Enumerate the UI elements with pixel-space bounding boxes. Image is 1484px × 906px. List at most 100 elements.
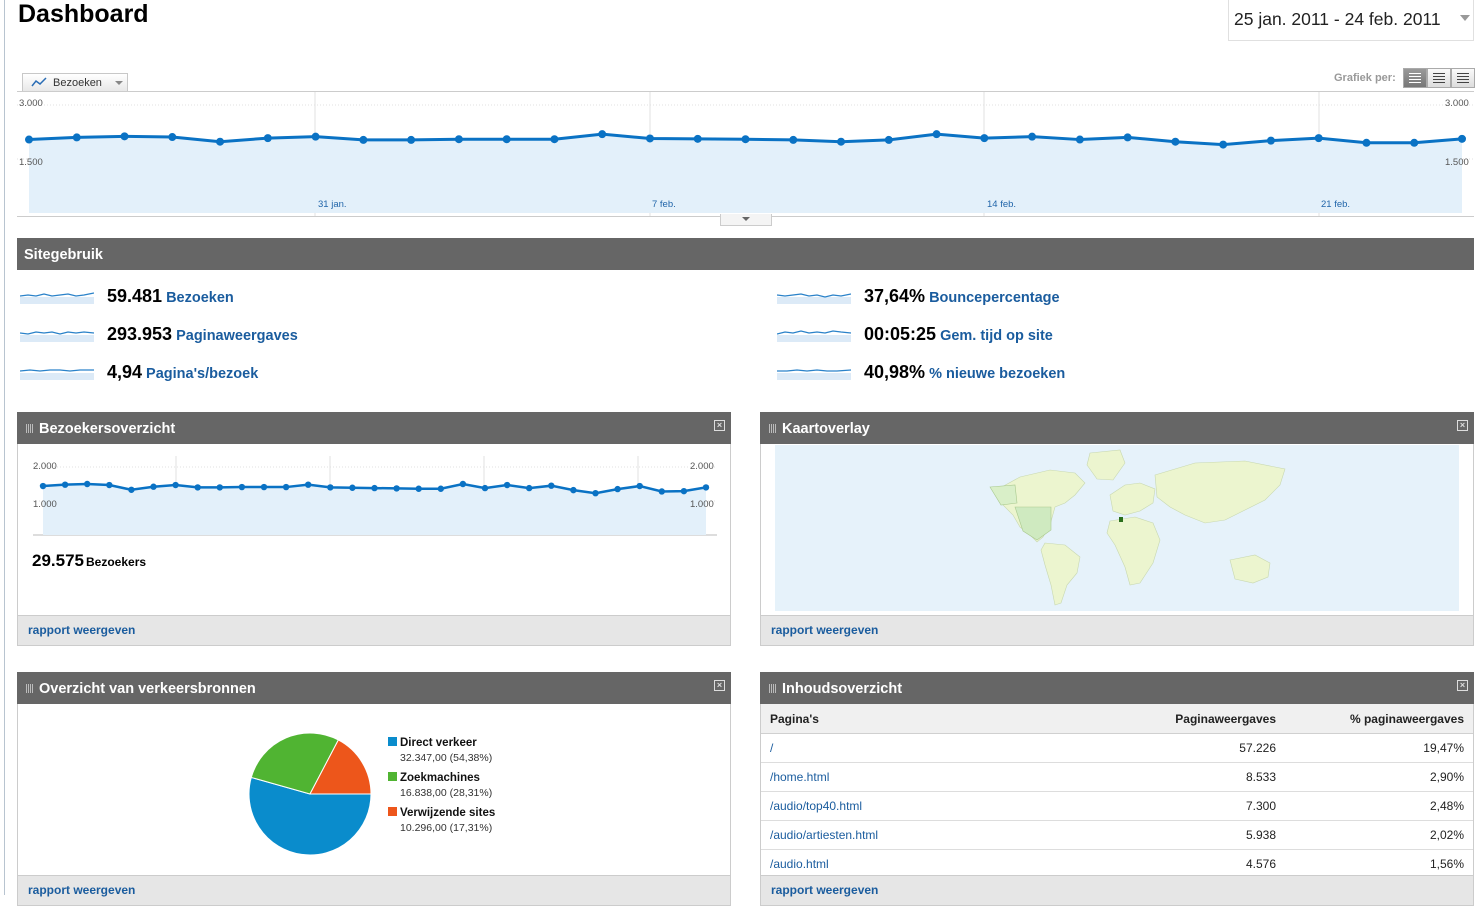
data-point[interactable] [481, 484, 489, 492]
data-point[interactable] [658, 488, 665, 495]
data-point[interactable] [741, 135, 750, 144]
data-point[interactable] [570, 486, 577, 494]
data-point[interactable] [168, 133, 177, 142]
data-point[interactable] [393, 485, 400, 492]
data-point[interactable] [454, 135, 463, 144]
data-point[interactable] [1075, 135, 1084, 144]
pie-slice-verwijzende-sites[interactable] [309, 739, 372, 795]
view-week-button[interactable] [1427, 68, 1451, 88]
pie-slice-direct-verkeer[interactable] [248, 776, 372, 856]
data-point[interactable] [106, 481, 113, 489]
data-point[interactable] [39, 482, 47, 490]
data-point[interactable] [526, 484, 533, 492]
data-point[interactable] [216, 484, 223, 491]
column-header-pageviews[interactable]: Paginaweergaves [1030, 704, 1285, 734]
data-point[interactable] [550, 135, 559, 144]
data-point[interactable] [415, 485, 422, 492]
date-range-picker[interactable]: 25 jan. 2011 - 24 feb. 2011 [1228, 0, 1474, 41]
data-point[interactable] [371, 484, 378, 492]
data-point[interactable] [503, 481, 511, 489]
data-point[interactable] [548, 482, 555, 489]
data-point[interactable] [359, 135, 368, 144]
data-point[interactable] [407, 135, 416, 144]
data-point[interactable] [1171, 137, 1180, 146]
close-icon[interactable]: × [714, 420, 725, 431]
metric-link-bouncepercentage[interactable]: Bouncepercentage [929, 290, 1060, 306]
bezoekersoverzicht-header[interactable]: Bezoekersoverzicht × [17, 412, 731, 444]
drag-handle-icon[interactable] [26, 424, 33, 433]
data-point[interactable] [327, 484, 334, 491]
data-point[interactable] [1410, 138, 1419, 147]
data-point[interactable] [502, 135, 511, 144]
page-link[interactable]: /home.html [761, 762, 1031, 792]
metric-link-paginaweergaves[interactable]: Paginaweergaves [176, 328, 298, 344]
kaartoverlay-header[interactable]: Kaartoverlay × [760, 412, 1474, 444]
data-point[interactable] [216, 137, 225, 146]
view-day-button[interactable] [1403, 68, 1427, 88]
data-point[interactable] [592, 489, 599, 497]
data-point[interactable] [1028, 132, 1037, 141]
report-link[interactable]: rapport weergeven [28, 623, 136, 637]
data-point[interactable] [238, 483, 246, 491]
chart-collapse-toggle[interactable] [720, 214, 772, 226]
inhoudsoverzicht-header[interactable]: Inhoudsoverzicht × [760, 672, 1474, 704]
report-link[interactable]: rapport weergeven [28, 883, 136, 897]
data-point[interactable] [837, 137, 846, 146]
data-point[interactable] [1458, 134, 1466, 143]
report-link[interactable]: rapport weergeven [771, 883, 879, 897]
pie-slice-zoekmachines[interactable] [250, 732, 340, 795]
data-point[interactable] [1219, 140, 1228, 149]
drag-handle-icon[interactable] [26, 684, 33, 693]
data-point[interactable] [693, 134, 702, 143]
close-icon[interactable]: × [1457, 680, 1468, 691]
column-header-pages[interactable]: Pagina's [761, 704, 1031, 734]
metric-selector[interactable]: Bezoeken [22, 73, 128, 92]
data-point[interactable] [128, 486, 135, 493]
page-link[interactable]: / [761, 733, 1031, 763]
data-point[interactable] [194, 484, 201, 491]
page-link[interactable]: /audio.html [761, 849, 1031, 879]
data-point[interactable] [282, 483, 290, 491]
data-point[interactable] [311, 132, 320, 141]
data-point[interactable] [1266, 136, 1275, 145]
data-point[interactable] [884, 135, 893, 144]
page-link[interactable]: /audio/top40.html [761, 791, 1031, 821]
metric-link-paginas-per-bezoek[interactable]: Pagina's/bezoek [146, 366, 259, 382]
data-point[interactable] [260, 483, 268, 491]
data-point[interactable] [645, 134, 654, 143]
data-point[interactable] [84, 480, 91, 488]
close-icon[interactable]: × [714, 680, 725, 691]
drag-handle-icon[interactable] [769, 684, 776, 693]
data-point[interactable] [598, 130, 607, 139]
data-point[interactable] [636, 482, 643, 490]
data-point[interactable] [1314, 134, 1323, 143]
data-point[interactable] [980, 134, 989, 143]
data-point[interactable] [172, 481, 179, 489]
metric-link-bezoeken[interactable]: Bezoeken [166, 290, 234, 306]
data-point[interactable] [72, 133, 81, 142]
metric-link-gem-tijd[interactable]: Gem. tijd op site [940, 328, 1053, 344]
data-point[interactable] [1123, 133, 1132, 142]
data-point[interactable] [459, 480, 467, 488]
data-point[interactable] [437, 485, 444, 492]
metric-link-nieuwe-bezoeken[interactable]: % nieuwe bezoeken [929, 366, 1066, 382]
data-point[interactable] [120, 132, 129, 141]
data-point[interactable] [263, 134, 272, 143]
column-header-pageviews-pct[interactable]: % paginaweergaves [1285, 704, 1473, 734]
report-link[interactable]: rapport weergeven [771, 623, 879, 637]
data-point[interactable] [150, 483, 157, 490]
data-point[interactable] [680, 487, 688, 495]
data-point[interactable] [61, 481, 69, 488]
data-point[interactable] [25, 135, 33, 144]
view-month-button[interactable] [1451, 68, 1475, 88]
drag-handle-icon[interactable] [769, 424, 776, 433]
world-map[interactable] [775, 445, 1459, 611]
data-point[interactable] [789, 135, 798, 144]
data-point[interactable] [349, 484, 356, 491]
data-point[interactable] [1362, 138, 1371, 147]
data-point[interactable] [702, 484, 710, 491]
data-point[interactable] [932, 130, 941, 139]
verkeersbronnen-header[interactable]: Overzicht van verkeersbronnen × [17, 672, 731, 704]
data-point[interactable] [614, 485, 621, 493]
page-link[interactable]: /audio/artiesten.html [761, 820, 1031, 850]
